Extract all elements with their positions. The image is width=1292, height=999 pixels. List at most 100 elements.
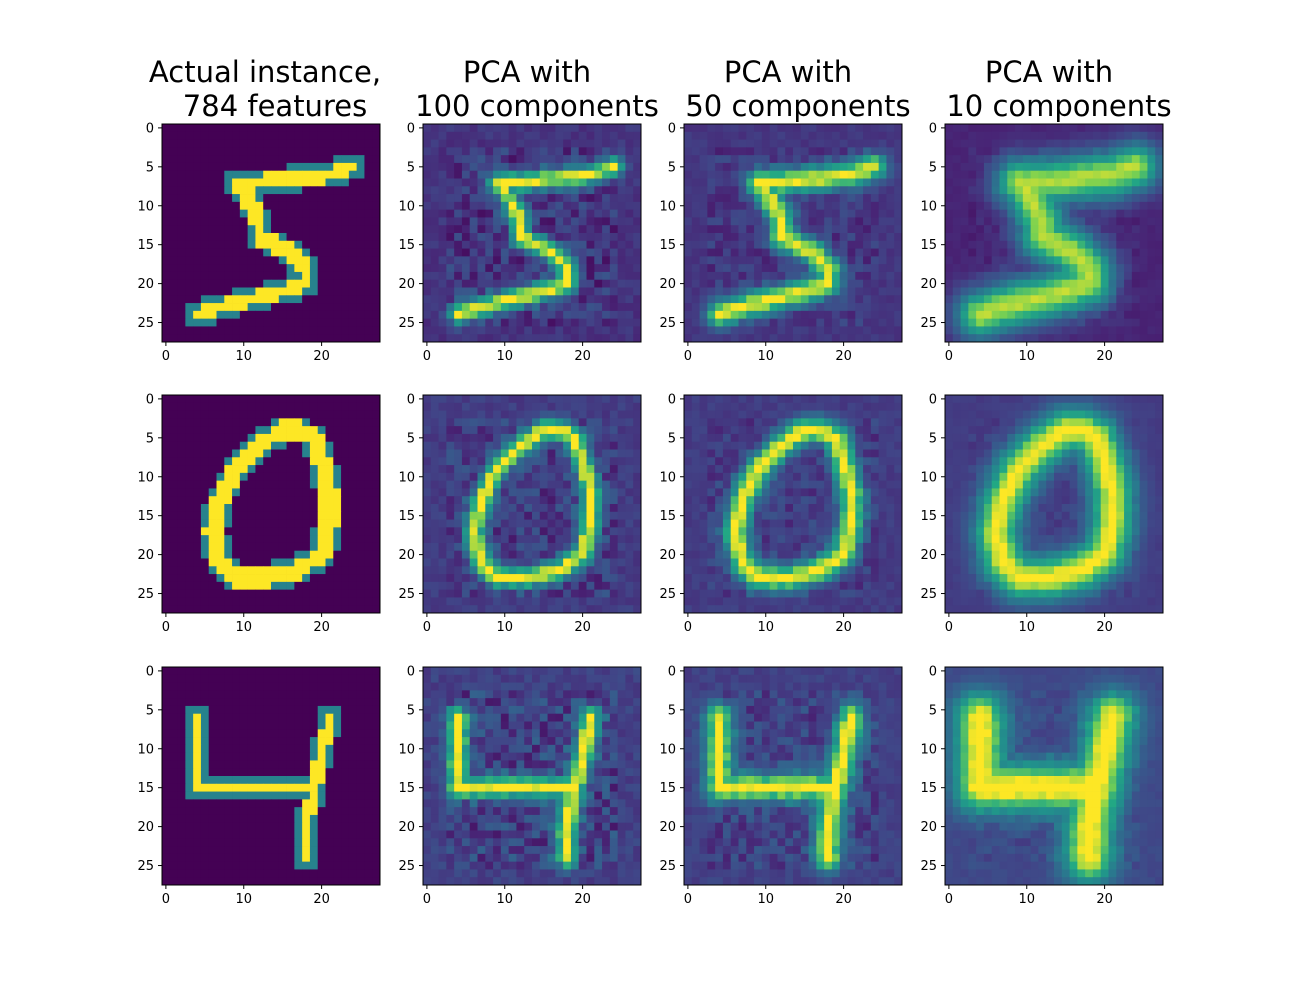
pixel-cell xyxy=(547,233,556,242)
pixel-cell xyxy=(547,178,556,187)
pixel-cell xyxy=(886,310,895,319)
pixel-cell xyxy=(730,318,739,327)
pixel-cell xyxy=(271,155,280,164)
pixel-cell xyxy=(699,418,708,427)
pixel-cell xyxy=(594,201,603,210)
pixel-cell xyxy=(477,426,486,435)
pixel-cell xyxy=(1139,139,1148,148)
pixel-cell xyxy=(454,418,463,427)
x-tick-label: 0 xyxy=(423,349,431,364)
pixel-cell xyxy=(715,426,724,435)
pixel-cell xyxy=(169,566,178,575)
pixel-cell xyxy=(454,131,463,140)
pixel-cell xyxy=(278,326,287,335)
pixel-cell xyxy=(524,303,533,312)
pixel-cell xyxy=(271,504,280,513)
pixel-cell xyxy=(348,581,357,590)
pixel-cell xyxy=(500,410,509,419)
pixel-cell xyxy=(602,217,611,226)
pixel-cell xyxy=(162,597,171,606)
pixel-cell xyxy=(839,170,848,179)
pixel-cell xyxy=(524,194,533,203)
pixel-cell xyxy=(532,402,541,411)
pixel-cell xyxy=(1155,201,1164,210)
pixel-cell xyxy=(1085,162,1094,172)
pixel-cell xyxy=(208,334,217,343)
pixel-cell xyxy=(1092,225,1102,234)
pixel-cell xyxy=(500,326,509,335)
pixel-cell xyxy=(461,542,471,552)
y-tick-label: 25 xyxy=(398,587,415,602)
pixel-cell xyxy=(302,217,311,226)
pixel-cell xyxy=(216,472,225,481)
pixel-cell xyxy=(239,511,248,520)
pixel-cell xyxy=(185,402,194,411)
pixel-cell xyxy=(271,511,280,520)
pixel-cell xyxy=(793,248,802,257)
pixel-cell xyxy=(586,256,595,265)
pixel-cell xyxy=(208,441,217,450)
pixel-cell xyxy=(633,472,642,481)
pixel-cell xyxy=(232,225,241,234)
pixel-cell xyxy=(286,480,295,489)
pixel-cell xyxy=(863,264,872,273)
pixel-cell xyxy=(532,225,541,234)
pixel-cell xyxy=(372,279,381,288)
pixel-cell xyxy=(461,310,471,319)
pixel-cell xyxy=(341,395,350,404)
pixel-cell xyxy=(423,535,432,544)
pixel-cell xyxy=(208,410,217,419)
y-tick-label: 5 xyxy=(407,431,415,446)
pixel-cell xyxy=(477,488,486,497)
y-tick-label: 20 xyxy=(398,277,415,292)
pixel-cell xyxy=(563,162,572,172)
pixel-cell xyxy=(294,217,303,226)
pixel-cell xyxy=(1092,131,1102,140)
pixel-cell xyxy=(200,472,210,481)
pixel-cell xyxy=(372,217,381,226)
pixel-cell xyxy=(309,139,319,148)
pixel-cell xyxy=(991,271,1000,281)
pixel-cell xyxy=(886,225,895,234)
pixel-cell xyxy=(707,303,716,312)
pixel-cell xyxy=(356,441,365,450)
pixel-cell xyxy=(508,233,517,242)
col-title-2-line-2: 100 components xyxy=(415,89,659,123)
pixel-cell xyxy=(769,410,778,419)
pixel-cell xyxy=(594,233,603,242)
pixel-cell xyxy=(162,131,171,140)
pixel-cell xyxy=(446,186,455,195)
pixel-cell xyxy=(808,225,817,234)
pixel-cell xyxy=(602,511,611,520)
pixel-cell xyxy=(578,209,587,218)
pixel-cell xyxy=(341,310,350,319)
pixel-cell xyxy=(808,233,817,242)
pixel-cell xyxy=(1030,295,1039,304)
pixel-cell xyxy=(1147,124,1156,133)
pixel-cell xyxy=(625,279,634,288)
pixel-cell xyxy=(707,217,716,226)
pixel-cell xyxy=(469,519,478,528)
pixel-cell xyxy=(586,488,595,497)
pixel-cell xyxy=(247,186,256,195)
pixel-cell xyxy=(1131,194,1140,203)
pixel-cell xyxy=(177,457,186,466)
pixel-cell xyxy=(461,225,471,234)
pixel-cell xyxy=(746,139,755,148)
pixel-cell xyxy=(438,597,447,606)
pixel-cell xyxy=(999,170,1008,179)
pixel-cell xyxy=(224,287,233,296)
pixel-cell xyxy=(1108,131,1117,140)
pixel-cell xyxy=(200,225,210,234)
pixel-cell xyxy=(547,147,556,156)
pixel-cell xyxy=(216,295,225,304)
pixel-cell xyxy=(423,395,432,404)
pixel-cell xyxy=(722,201,732,210)
pixel-cell xyxy=(1131,155,1140,164)
pixel-cell xyxy=(286,542,295,552)
pixel-cell xyxy=(699,303,708,312)
pixel-cell xyxy=(454,271,463,281)
pixel-cell xyxy=(255,287,264,296)
pixel-cell xyxy=(341,488,350,497)
pixel-cell xyxy=(278,147,287,156)
